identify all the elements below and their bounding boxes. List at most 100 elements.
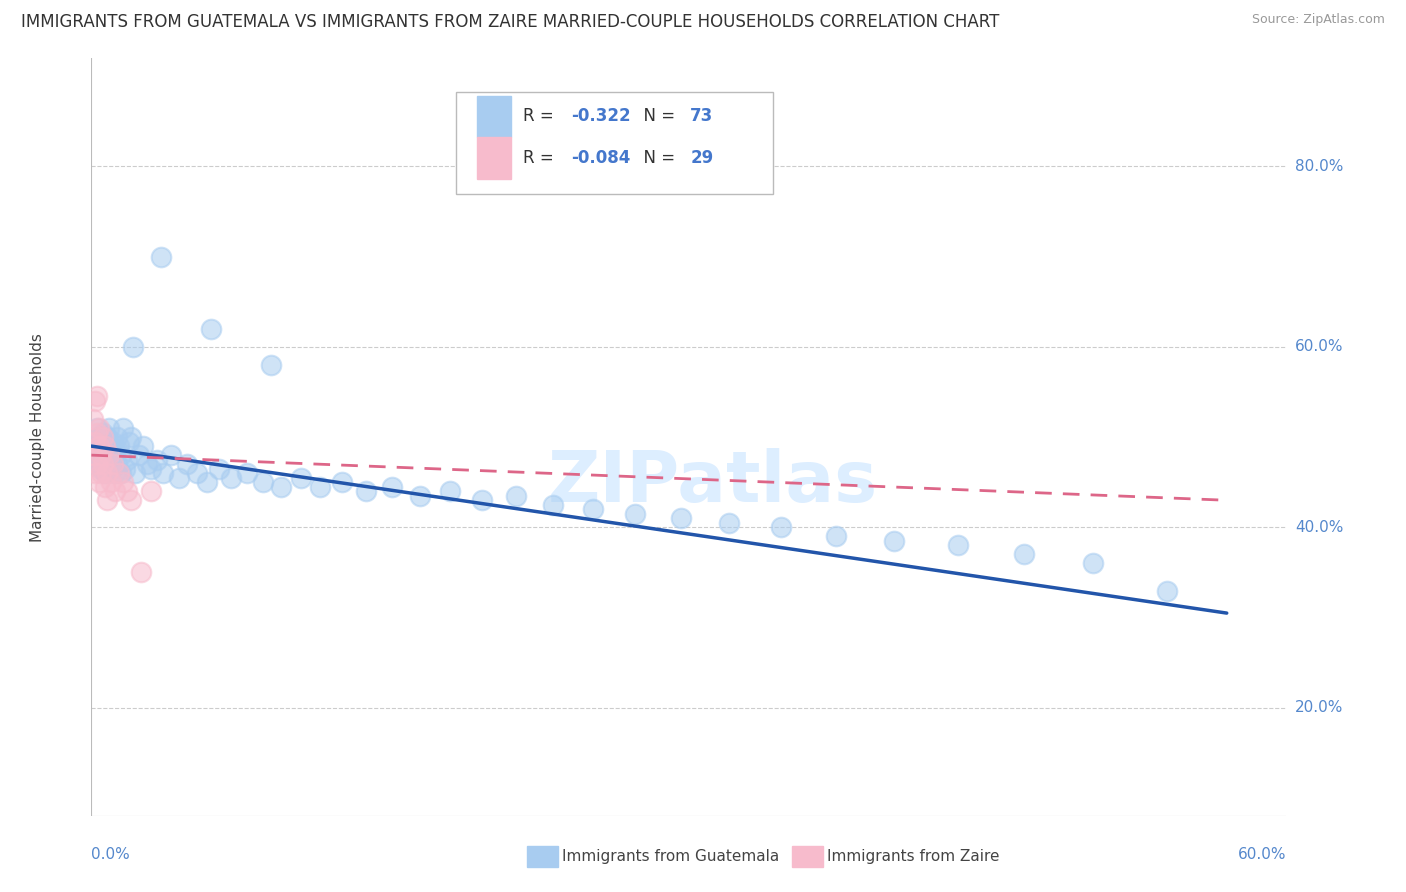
Text: ZIPatlas: ZIPatlas <box>548 448 877 517</box>
Point <box>93 457 115 471</box>
Point <box>86 457 108 471</box>
Point <box>84 448 107 462</box>
Point <box>332 475 354 490</box>
Point <box>86 389 108 403</box>
Point <box>100 461 122 475</box>
Point <box>90 466 112 480</box>
Point <box>96 493 118 508</box>
Point <box>270 480 292 494</box>
Point <box>86 421 108 435</box>
Point <box>104 466 127 480</box>
Point <box>186 466 208 480</box>
Text: 0.0%: 0.0% <box>91 847 131 862</box>
Point <box>90 461 112 475</box>
Point <box>89 439 111 453</box>
Text: R =: R = <box>523 107 558 126</box>
Point <box>195 475 218 490</box>
Point <box>115 484 138 499</box>
Point <box>89 475 111 490</box>
Point <box>110 466 132 480</box>
Point <box>98 448 121 462</box>
Point <box>883 533 905 548</box>
Point <box>98 448 121 462</box>
Point <box>103 434 125 449</box>
Point <box>118 434 141 449</box>
Point <box>100 475 122 490</box>
Text: Immigrants from Guatemala: Immigrants from Guatemala <box>562 849 780 863</box>
Text: N =: N = <box>633 107 681 126</box>
Point <box>582 502 605 516</box>
Text: 60.0%: 60.0% <box>1295 339 1343 354</box>
Text: Immigrants from Zaire: Immigrants from Zaire <box>827 849 1000 863</box>
Point <box>114 461 136 475</box>
Point <box>94 466 117 480</box>
Point <box>1156 583 1178 598</box>
Bar <box>478 137 510 179</box>
Point <box>120 493 142 508</box>
Point <box>176 457 198 471</box>
Point <box>409 489 432 503</box>
Text: 60.0%: 60.0% <box>1239 847 1286 862</box>
Point <box>624 507 647 521</box>
Point <box>108 466 131 480</box>
Point <box>160 448 183 462</box>
Point <box>93 452 115 467</box>
Point <box>90 434 112 449</box>
Point <box>93 430 115 444</box>
Point <box>89 439 111 453</box>
Point <box>354 484 377 499</box>
Point <box>82 448 104 462</box>
Point <box>167 471 190 485</box>
Point <box>112 421 135 435</box>
Point <box>141 461 162 475</box>
Point <box>152 466 174 480</box>
Text: 80.0%: 80.0% <box>1295 159 1343 174</box>
Point <box>259 358 281 372</box>
Point <box>94 439 117 453</box>
Point <box>96 430 118 444</box>
Point <box>946 538 969 552</box>
Point <box>89 421 111 435</box>
Point <box>381 480 404 494</box>
Point <box>96 457 118 471</box>
Point <box>120 430 142 444</box>
Point <box>1083 557 1105 571</box>
FancyBboxPatch shape <box>456 92 773 194</box>
Point <box>98 421 121 435</box>
Point <box>108 439 131 453</box>
Point <box>219 471 242 485</box>
Text: Source: ZipAtlas.com: Source: ZipAtlas.com <box>1251 13 1385 27</box>
Point <box>100 439 122 453</box>
Point <box>94 443 117 458</box>
Point <box>86 457 108 471</box>
Text: 20.0%: 20.0% <box>1295 700 1343 715</box>
Point <box>141 484 162 499</box>
Point <box>86 425 108 440</box>
Point <box>124 466 146 480</box>
Point <box>825 529 848 543</box>
Point <box>89 430 111 444</box>
Point <box>96 466 118 480</box>
Point <box>82 412 104 426</box>
Point <box>112 475 135 490</box>
Point <box>105 457 128 471</box>
Point <box>136 457 159 471</box>
Text: N =: N = <box>633 149 681 167</box>
Point <box>769 520 792 534</box>
Point <box>122 340 145 354</box>
Text: Married-couple Households: Married-couple Households <box>30 333 45 541</box>
Point <box>84 434 107 449</box>
Text: 73: 73 <box>690 107 713 126</box>
Point <box>208 461 231 475</box>
Point <box>84 394 107 409</box>
Point <box>252 475 274 490</box>
Text: R =: R = <box>523 149 558 167</box>
Point <box>103 457 125 471</box>
Text: 40.0%: 40.0% <box>1295 520 1343 535</box>
Point <box>104 443 127 458</box>
Point <box>669 511 692 525</box>
Point <box>471 493 494 508</box>
Point <box>717 516 740 530</box>
Bar <box>478 95 510 137</box>
Point <box>150 250 173 264</box>
